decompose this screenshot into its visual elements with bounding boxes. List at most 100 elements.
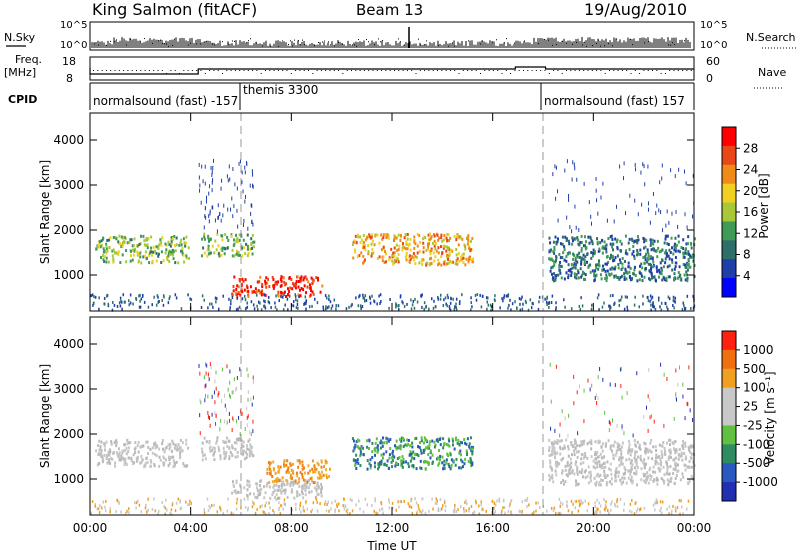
data-cell	[548, 453, 551, 457]
data-cell	[297, 285, 300, 289]
data-cell	[240, 283, 243, 287]
data-cell	[122, 235, 125, 239]
ground-scatter-cell	[604, 504, 607, 508]
nsearch-sample	[290, 40, 291, 42]
data-cell	[402, 460, 405, 464]
data-cell	[219, 454, 222, 458]
data-cell	[150, 235, 153, 239]
ground-scatter-cell	[564, 305, 566, 309]
data-cell	[170, 242, 173, 246]
data-cell	[397, 260, 400, 264]
ground-scatter-cell	[634, 295, 636, 299]
ground-scatter-cell	[170, 508, 173, 512]
data-cell	[610, 472, 613, 476]
data-cell	[620, 242, 623, 246]
data-cell	[663, 251, 666, 255]
scatter-cell	[246, 367, 248, 372]
scatter-cell	[568, 193, 570, 198]
data-cell	[292, 483, 295, 487]
scatter-cell	[675, 209, 677, 214]
nsearch-sample	[162, 42, 163, 44]
data-cell	[246, 286, 249, 290]
scatter-cell	[674, 174, 676, 179]
ground-scatter-cell	[314, 297, 316, 301]
data-cell	[160, 243, 163, 247]
data-cell	[673, 481, 676, 485]
data-cell	[599, 273, 602, 277]
scatter-cell	[198, 363, 200, 368]
scatter-cell	[252, 172, 254, 177]
ground-scatter-cell	[650, 303, 652, 307]
nave-sample	[234, 70, 236, 71]
ground-scatter-cell	[238, 305, 241, 309]
data-cell	[685, 273, 688, 277]
data-cell	[629, 461, 632, 465]
data-cell	[205, 440, 208, 444]
data-cell	[155, 259, 158, 263]
y-tick-label: 2000	[53, 223, 84, 237]
ground-scatter-cell	[668, 505, 671, 509]
ground-scatter-cell	[439, 297, 442, 301]
data-cell	[624, 267, 627, 271]
ground-scatter-cell	[351, 509, 354, 513]
data-cell	[640, 274, 643, 278]
data-cell	[243, 457, 246, 461]
data-cell	[271, 480, 274, 484]
scatter-cell	[221, 399, 223, 404]
data-cell	[596, 455, 599, 459]
y-tick-label: 3000	[53, 178, 84, 192]
data-cell	[314, 495, 317, 499]
data-cell	[388, 453, 391, 457]
data-cell	[302, 478, 305, 482]
nsearch-sample	[314, 45, 315, 47]
data-cell	[456, 235, 459, 239]
data-cell	[256, 289, 259, 293]
ground-scatter-cell	[387, 498, 390, 502]
scatter-cell	[550, 426, 552, 431]
ground-scatter-cell	[243, 294, 246, 298]
ground-scatter-cell	[521, 295, 523, 299]
ground-scatter-cell	[328, 297, 330, 301]
ground-scatter-cell	[351, 499, 353, 503]
data-cell	[589, 470, 592, 474]
data-cell	[610, 477, 613, 481]
scatter-cell	[244, 199, 246, 204]
scatter-cell	[246, 423, 248, 428]
nave-sample	[166, 73, 168, 74]
data-cell	[359, 447, 362, 451]
data-cell	[397, 247, 400, 251]
data-cell	[686, 262, 689, 266]
data-cell	[647, 252, 650, 256]
scatter-cell	[684, 416, 686, 421]
ground-scatter-cell	[357, 304, 360, 308]
scatter-cell	[621, 395, 623, 400]
data-cell	[411, 452, 414, 456]
data-cell	[618, 456, 621, 460]
data-cell	[643, 240, 646, 244]
data-cell	[573, 275, 576, 279]
data-cell	[576, 269, 579, 273]
data-cell	[580, 275, 583, 279]
data-cell	[687, 262, 690, 266]
ground-scatter-cell	[153, 497, 155, 501]
data-cell	[117, 455, 120, 459]
ground-scatter-cell	[503, 506, 506, 510]
data-cell	[136, 244, 139, 248]
scatter-cell	[583, 388, 585, 393]
data-cell	[555, 242, 558, 246]
ground-scatter-cell	[401, 300, 403, 304]
data-cell	[650, 263, 653, 267]
ground-scatter-cell	[247, 497, 249, 501]
data-cell	[310, 490, 313, 494]
ground-scatter-cell	[478, 504, 480, 508]
nsearch-sample	[298, 40, 299, 42]
ground-scatter-cell	[304, 295, 307, 299]
data-cell	[618, 277, 621, 281]
data-cell	[145, 257, 148, 261]
data-cell	[651, 457, 654, 461]
data-cell	[286, 287, 289, 291]
data-cell	[289, 286, 292, 290]
ground-scatter-cell	[506, 294, 509, 298]
ground-scatter-cell	[236, 497, 238, 501]
data-cell	[643, 472, 646, 476]
